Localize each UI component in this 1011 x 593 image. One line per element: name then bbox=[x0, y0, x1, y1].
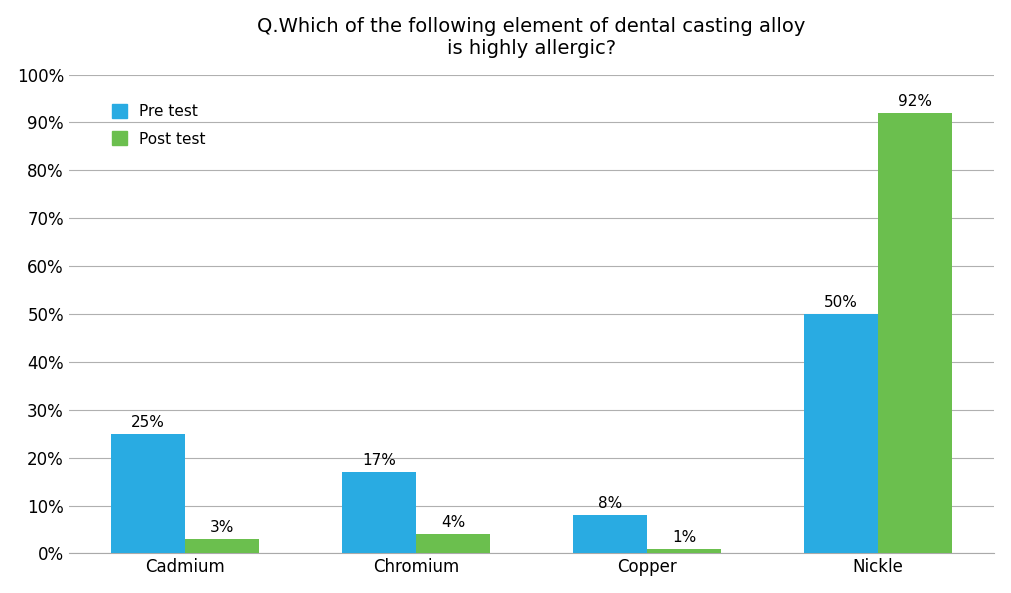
Bar bbox=[573, 515, 647, 553]
Bar bbox=[416, 534, 490, 553]
Bar bbox=[111, 433, 185, 553]
Legend: Pre test, Post test: Pre test, Post test bbox=[104, 97, 213, 154]
Text: 25%: 25% bbox=[130, 415, 165, 430]
Text: 92%: 92% bbox=[899, 94, 932, 109]
Title: Q.Which of the following element of dental casting alloy
is highly allergic?: Q.Which of the following element of dent… bbox=[258, 17, 806, 58]
Text: 4%: 4% bbox=[441, 515, 465, 531]
Text: 3%: 3% bbox=[209, 520, 234, 535]
Bar bbox=[805, 314, 879, 553]
Bar bbox=[647, 549, 721, 553]
Text: 1%: 1% bbox=[672, 530, 697, 545]
Bar bbox=[185, 539, 259, 553]
Text: 17%: 17% bbox=[362, 453, 396, 468]
Bar bbox=[342, 472, 416, 553]
Text: 8%: 8% bbox=[599, 496, 623, 511]
Bar bbox=[879, 113, 952, 553]
Text: 50%: 50% bbox=[824, 295, 858, 310]
